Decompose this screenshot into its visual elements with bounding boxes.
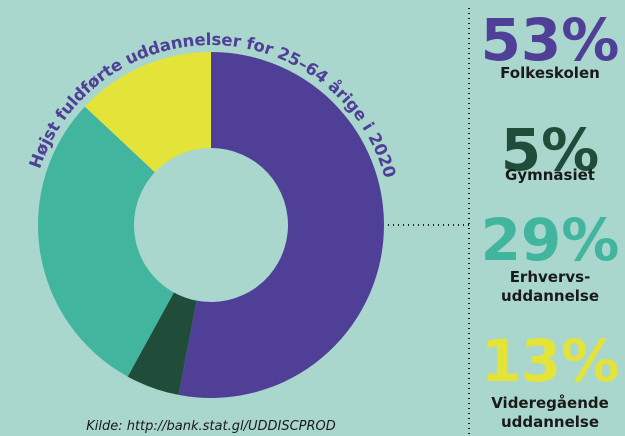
donut-slice [178, 52, 384, 398]
category-label: Erhvervs-uddannelse [501, 268, 599, 305]
category-label-line: Erhvervs- [510, 268, 591, 286]
category-label: Folkeskolen [500, 64, 600, 82]
category-label-line: uddannelse [501, 413, 599, 431]
value-label: 13% [481, 327, 620, 395]
donut-slice [127, 292, 197, 395]
category-label-line: Folkeskolen [500, 64, 600, 82]
donut-slice [84, 52, 211, 173]
category-label: Videregående uddannelse [491, 394, 609, 431]
value-label: 5% [501, 116, 599, 184]
category-label-line: Gymnasiet [505, 166, 595, 184]
value-label: 53% [481, 6, 620, 74]
donut-slice [37, 106, 174, 377]
category-label-line: Videregående [491, 394, 609, 412]
category-label: Gymnasiet [505, 166, 595, 184]
category-label-line: uddannelse [501, 287, 599, 305]
value-label: 29% [481, 206, 620, 274]
source: Kilde: http://bank.stat.gl/UDDISCPROD [86, 419, 336, 434]
